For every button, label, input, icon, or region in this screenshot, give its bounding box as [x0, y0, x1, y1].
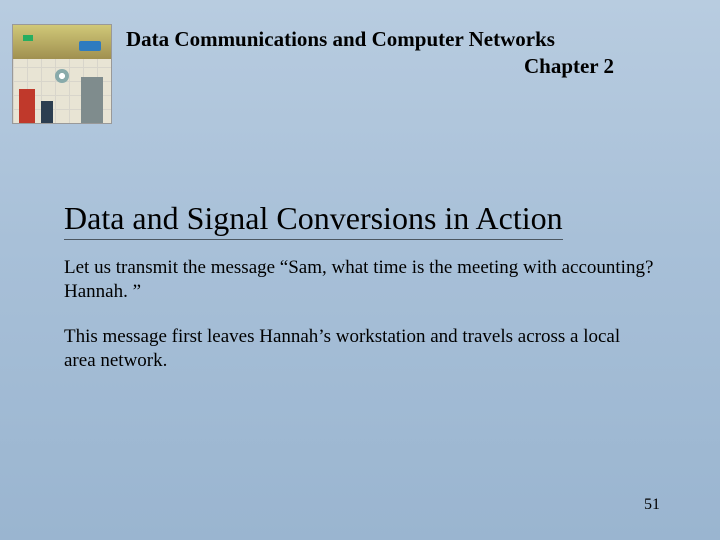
section-title: Data and Signal Conversions in Action [64, 200, 563, 240]
book-cover-thumbnail [12, 24, 112, 124]
paragraph-2: This message first leaves Hannah’s works… [64, 325, 654, 373]
header-text-block: Data Communications and Computer Network… [126, 24, 700, 79]
page-number: 51 [644, 496, 660, 514]
course-title: Data Communications and Computer Network… [126, 26, 700, 52]
chapter-label: Chapter 2 [126, 54, 700, 79]
paragraph-1: Let us transmit the message “Sam, what t… [64, 256, 654, 304]
slide-header: Data Communications and Computer Network… [0, 0, 720, 124]
slide-body: Data and Signal Conversions in Action Le… [0, 124, 720, 373]
